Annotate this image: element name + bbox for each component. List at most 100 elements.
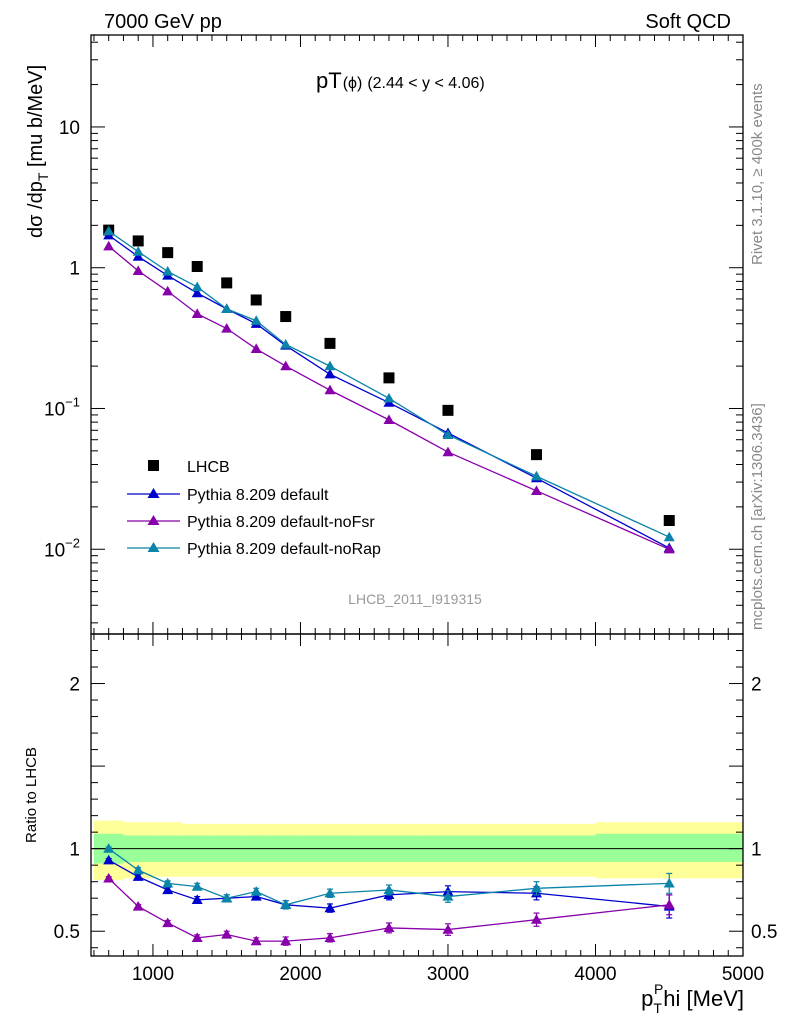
point-pythia-8-209-default-nofsr-6 [280, 360, 292, 371]
point-lhcb-8 [383, 372, 395, 384]
ratio-point-pythia-8-209-default-norap-10 [530, 882, 542, 893]
point-pythia-8-209-default-nofsr-4 [221, 322, 233, 333]
legend-marker-nofsr [147, 515, 160, 525]
legend-label-default: Pythia 8.209 default [187, 487, 329, 504]
legend-marker-lhcb [148, 460, 159, 471]
legend-marker-norap [147, 542, 160, 552]
point-lhcb-2 [162, 247, 174, 259]
point-pythia-8-209-default-1 [132, 251, 144, 261]
ratio-point-pythia-8-209-default-nofsr-6 [280, 935, 292, 946]
x-tick-label-3000: 3000 [427, 964, 469, 985]
point-pythia-8-209-default-norap-5 [250, 315, 262, 325]
y-tick-label-base-0: 10 [44, 540, 65, 561]
line-pythia-8-209-default-norap [108, 230, 670, 538]
line-pythia-8-209-default [108, 234, 670, 549]
ratio-line-pythia-8-209-default-norap [108, 848, 670, 906]
title-phi: (ϕ) [343, 75, 363, 92]
ratio-y-tick-label-left-2: 2 [69, 675, 80, 696]
y-tick-label-base-3: 10 [59, 118, 80, 139]
legend-entry-nofsr: Pythia 8.209 default-noFsr [127, 514, 375, 531]
ratio-point-pythia-8-209-default-nofsr-11 [663, 899, 675, 909]
ratio-y-tick-label-left-1: 1 [69, 840, 80, 861]
ratio-y-tick-label-right-0.5: 0.5 [751, 922, 777, 943]
legend: LHCB Pythia 8.209 default Pythia 8.209 d… [127, 459, 381, 558]
y-tick-label-0: 10−2 [44, 535, 80, 561]
ratio-point-pythia-8-209-default-nofsr-3 [191, 932, 203, 942]
ratio-point-pythia-8-209-default-norap-5 [250, 886, 262, 896]
ratio-point-pythia-8-209-default-5 [250, 891, 262, 901]
ratio-point-pythia-8-209-default-nofsr-2 [162, 917, 174, 928]
point-pythia-8-209-default-norap-9 [442, 429, 454, 439]
ratio-point-pythia-8-209-default-norap-1 [132, 864, 144, 875]
y-tick-label-3: 10 [59, 118, 80, 139]
main-title: pT(ϕ) (2.44 < y < 4.06) [316, 68, 485, 93]
point-pythia-8-209-default-norap-3 [191, 281, 203, 292]
legend-entry-norap: Pythia 8.209 default-noRap [127, 541, 381, 558]
ratio-plot-marks [103, 843, 675, 946]
y-tick-label-exp-1: −1 [65, 394, 80, 409]
point-pythia-8-209-default-norap-4 [221, 303, 233, 314]
title-pt: pT [316, 68, 342, 93]
x-tick-label-4000: 4000 [574, 964, 616, 985]
ratio-line-pythia-8-209-default [108, 859, 670, 909]
energy-label: 7000 GeV pp [104, 11, 222, 33]
ratio-point-pythia-8-209-default-norap-0 [103, 843, 115, 853]
ratio-point-pythia-8-209-default-norap-7 [324, 887, 336, 898]
ratio-point-pythia-8-209-default-3 [191, 894, 203, 904]
ratio-y-tick-label-right-2: 2 [751, 675, 762, 696]
point-pythia-8-209-default-norap-0 [103, 225, 115, 236]
legend-label-norap: Pythia 8.209 default-noRap [187, 541, 381, 558]
ratio-point-pythia-8-209-default-norap-4 [221, 892, 233, 903]
ratio-point-pythia-8-209-default-nofsr-10 [530, 914, 542, 924]
ratio-point-pythia-8-209-default-nofsr-7 [324, 932, 336, 942]
point-pythia-8-209-default-norap-10 [530, 470, 542, 481]
title-range: (2.44 < y < 4.06) [367, 75, 484, 92]
ratio-point-pythia-8-209-default-nofsr-0 [103, 872, 115, 883]
ratio-point-pythia-8-209-default-nofsr-5 [250, 935, 262, 946]
main-plot-marks [103, 224, 675, 554]
point-lhcb-9 [442, 404, 454, 416]
legend-label-lhcb: LHCB [187, 459, 230, 476]
xlabel-rest: hi [MeV] [663, 986, 744, 1011]
point-lhcb-3 [191, 261, 203, 273]
point-pythia-8-209-default-nofsr-9 [442, 446, 454, 457]
y-tick-label-base-2: 1 [69, 259, 80, 280]
ratio-point-pythia-8-209-default-norap-8 [383, 884, 395, 895]
mcplots-label: mcplots.cern.ch [arXiv:1306.3436] [749, 403, 766, 630]
y-tick-label-1: 10−1 [44, 394, 80, 420]
point-pythia-8-209-default-norap-8 [383, 392, 395, 403]
process-label: Soft QCD [645, 11, 731, 33]
line-pythia-8-209-default-nofsr [108, 245, 670, 550]
legend-label-nofsr: Pythia 8.209 default-noFsr [187, 514, 375, 531]
point-pythia-8-209-default-nofsr-7 [324, 384, 336, 395]
xlabel-p: p [641, 986, 653, 1011]
ratio-point-pythia-8-209-default-2 [162, 884, 174, 895]
ratio-point-pythia-8-209-default-nofsr-1 [132, 900, 144, 911]
ylabel-main: dσ /dp [25, 181, 47, 238]
main-ylabel: dσ /dpT [mu b/MeV] [25, 65, 51, 238]
point-pythia-8-209-default-norap-7 [324, 360, 336, 371]
ratio-point-pythia-8-209-default-7 [324, 902, 336, 913]
y-tick-label-2: 1 [69, 259, 80, 280]
ratio-y-tick-label-left-0.5: 0.5 [54, 922, 80, 943]
point-pythia-8-209-default-nofsr-5 [250, 343, 262, 354]
ratio-point-pythia-8-209-default-nofsr-9 [442, 924, 454, 934]
ratio-frame [90, 633, 744, 957]
legend-marker-default [147, 488, 160, 498]
point-pythia-8-209-default-norap-11 [663, 531, 675, 542]
point-pythia-8-209-default-3 [191, 287, 203, 298]
point-pythia-8-209-default-7 [324, 368, 336, 379]
x-axis-label: pTPhi [MeV] [641, 981, 744, 1016]
point-pythia-8-209-default-nofsr-2 [162, 285, 174, 296]
y-tick-label-base-1: 10 [44, 399, 65, 420]
xlabel-sup: P [654, 981, 663, 997]
point-lhcb-11 [663, 515, 675, 527]
x-tick-label-2000: 2000 [279, 964, 321, 985]
rivet-label: Rivet 3.1.10, ≥ 400k events [749, 83, 766, 265]
point-pythia-8-209-default-nofsr-1 [132, 265, 144, 275]
y-tick-label-exp-0: −2 [65, 535, 80, 550]
point-pythia-8-209-default-nofsr-11 [663, 543, 675, 554]
point-pythia-8-209-default-nofsr-8 [383, 414, 395, 424]
point-lhcb-1 [132, 235, 144, 247]
